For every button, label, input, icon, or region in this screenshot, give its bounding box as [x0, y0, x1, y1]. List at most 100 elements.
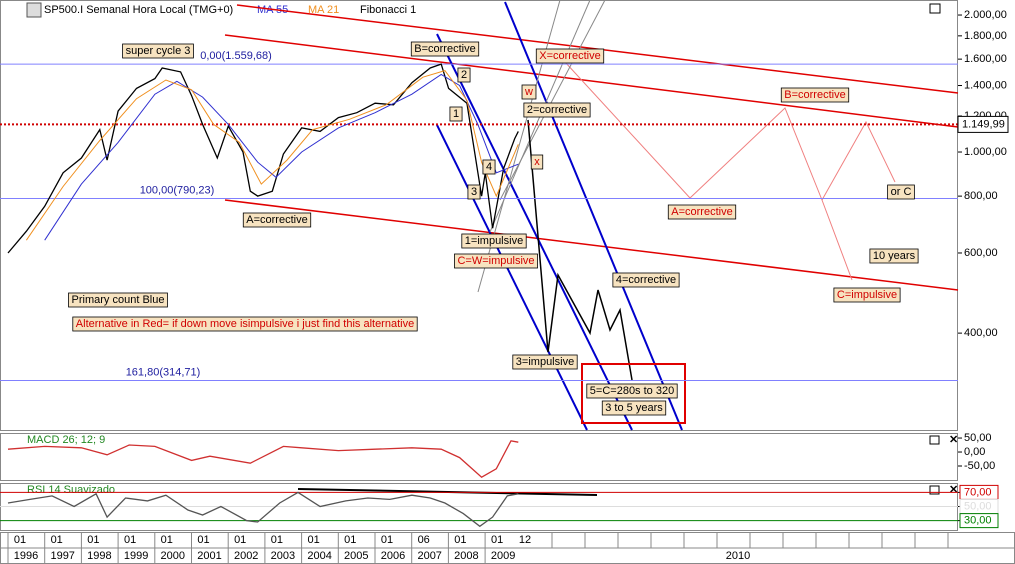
year-label: 2005 — [344, 550, 368, 562]
annotation-box — [601, 400, 667, 416]
annotation: 10 years — [873, 250, 916, 262]
month-label: 01 — [234, 534, 246, 546]
annotation: B=corrective — [414, 43, 475, 55]
y-tick-label: 800,00 — [964, 190, 998, 202]
main-panel — [0, 0, 958, 431]
maximize-button[interactable] — [929, 435, 940, 445]
month-label: 01 — [491, 534, 503, 546]
month-label: 01 — [454, 534, 466, 546]
indicator-fibonacci[interactable]: Fibonacci 1 — [360, 4, 416, 16]
black-forecast — [527, 119, 633, 381]
series-line — [44, 73, 519, 241]
y-tick-label: 1.000,00 — [964, 146, 1007, 158]
y-tick-label: 30,00 — [964, 515, 992, 527]
month-label: 01 — [161, 534, 173, 546]
series-line — [25, 70, 519, 241]
month-label: 01 — [87, 534, 99, 546]
year-label: 2001 — [197, 550, 221, 562]
annotation-box — [467, 184, 481, 200]
month-label: 01 — [14, 534, 26, 546]
year-label: 1997 — [50, 550, 74, 562]
target-box — [581, 363, 686, 424]
red-forecast — [564, 61, 853, 281]
annotation: Primary count Blue — [72, 294, 165, 306]
series-line — [7, 63, 519, 254]
annotation-box — [869, 248, 919, 264]
macd-panel — [0, 433, 958, 481]
last-price-box — [957, 115, 1009, 133]
month-label: 01 — [197, 534, 209, 546]
annotation: X=corrective — [539, 50, 600, 62]
annotation: super cycle 3 — [126, 45, 191, 57]
year-label: 2009 — [491, 550, 515, 562]
annotation-box — [461, 233, 527, 249]
fib-label: 0,00(1.559,68) — [200, 50, 272, 62]
panel-title: RSI 14 Suavizado — [27, 484, 115, 496]
annotation-box — [449, 106, 463, 122]
annotation: 3 to 5 years — [605, 402, 663, 414]
series-line — [7, 491, 519, 528]
close-button[interactable]: ✕ — [949, 484, 958, 496]
year-label: 2003 — [271, 550, 295, 562]
fan-line — [499, 0, 606, 201]
annotation-box — [410, 41, 480, 57]
blue-channel — [504, 1, 683, 431]
year-label: 2000 — [161, 550, 185, 562]
red-channel — [224, 199, 959, 291]
blue-channel — [436, 124, 588, 431]
y-tick-label: 1.800,00 — [964, 30, 1007, 42]
year-label: 2004 — [307, 550, 331, 562]
annotation-box — [122, 43, 194, 59]
fib-label: 100,00(790,23) — [140, 184, 215, 196]
y-tick-label: 2.000,00 — [964, 9, 1007, 21]
tick-box — [959, 513, 999, 529]
annotation-box — [586, 383, 678, 399]
maximize-button[interactable] — [929, 3, 941, 14]
fib-label: 161,80(314,71) — [126, 366, 201, 378]
annotation: x — [534, 156, 540, 168]
year-label: 1996 — [14, 550, 38, 562]
annotation: 1 — [453, 108, 459, 120]
annotation: Alternative in Red= if down move isimpul… — [76, 318, 414, 330]
annotation-box — [780, 87, 850, 103]
symbol-icon[interactable] — [26, 2, 42, 18]
red-forecast — [821, 120, 896, 201]
annotation: A=corrective — [246, 214, 307, 226]
annotation-box — [530, 154, 544, 170]
year-label: 2008 — [454, 550, 478, 562]
annotation: B=corrective — [784, 89, 845, 101]
plot: 2.000,001.800,001.600,001.400,001.200,00… — [0, 9, 1009, 564]
chart-title: SP500.I Semanal Hora Local (TMG+0) — [44, 4, 233, 16]
month-label: 01 — [307, 534, 319, 546]
month-label: 01 — [381, 534, 393, 546]
annotation: C=impulsive — [837, 289, 897, 301]
annotation-box — [242, 212, 312, 228]
annotation-box — [535, 48, 605, 64]
panel-title: MACD 26; 12; 9 — [27, 434, 105, 446]
annotation-box — [72, 316, 418, 332]
series-line — [7, 440, 519, 478]
annotation-box — [667, 204, 737, 220]
y-tick-label: 400,00 — [964, 327, 998, 339]
close-button[interactable]: ✕ — [949, 434, 958, 446]
year-label: 2010 — [726, 550, 750, 562]
maximize-button[interactable] — [929, 485, 940, 495]
annotation: C=W=impulsive — [457, 255, 534, 267]
annotation: 3 — [471, 186, 477, 198]
annotation: 4=corrective — [616, 274, 676, 286]
year-label: 1999 — [124, 550, 148, 562]
legend-ma21[interactable]: MA 21 — [308, 4, 339, 16]
annotation-box — [523, 102, 591, 118]
annotation-box — [612, 272, 680, 288]
annotation: w — [524, 86, 533, 98]
annotation-box — [521, 84, 537, 100]
y-tick-label: 1.400,00 — [964, 79, 1007, 91]
year-label: 2006 — [381, 550, 405, 562]
annotation: 3=impulsive — [516, 356, 574, 368]
annotation: 1=impulsive — [465, 235, 523, 247]
annotation: A=corrective — [671, 206, 732, 218]
y-tick-label: 70,00 — [964, 486, 992, 498]
